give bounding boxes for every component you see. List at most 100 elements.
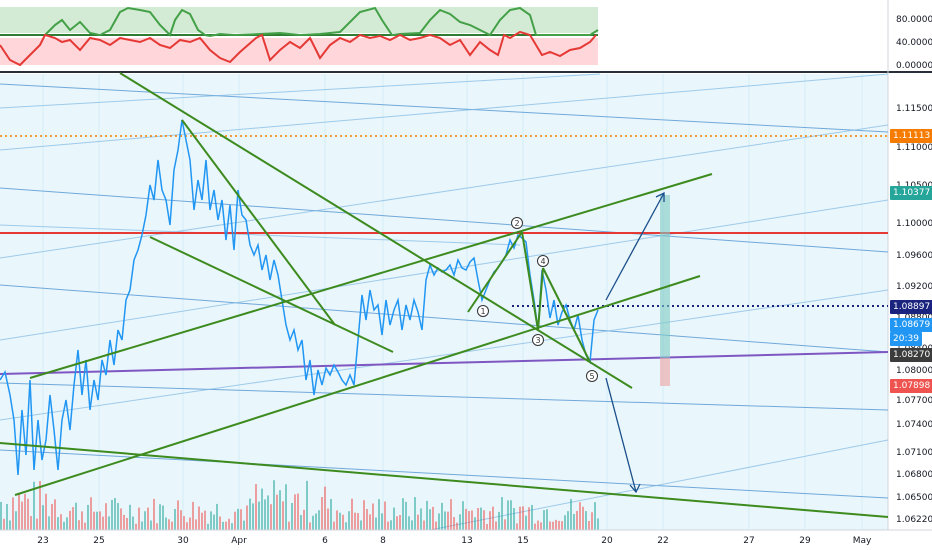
volume-bar (249, 498, 251, 530)
price-tick-label: 1.11500 (896, 104, 932, 114)
volume-bar (405, 501, 407, 530)
wave-label-circle (532, 334, 544, 346)
volume-bar (456, 522, 458, 530)
price-tick-label: 1.11000 (896, 143, 932, 153)
volume-bar (468, 511, 470, 530)
volume-bar (309, 522, 311, 530)
volume-bar (462, 501, 464, 530)
volume-bar (6, 504, 8, 530)
volume-bar (30, 516, 32, 530)
volume-bar (288, 521, 290, 530)
wave-label: 4 (540, 257, 545, 266)
stop-zone-box[interactable] (660, 358, 670, 386)
volume-bar (183, 516, 185, 530)
target-zone-box[interactable] (660, 195, 670, 358)
volume-bar (135, 523, 137, 530)
volume-bar (168, 519, 170, 530)
projection-arrows[interactable] (605, 191, 665, 494)
volume-bar (489, 511, 491, 530)
volume-bar (453, 517, 455, 530)
price-tick-label: 1.09600 (896, 251, 932, 261)
volume-bar (420, 508, 422, 530)
volume-bar (39, 480, 41, 530)
price-tag: 1.11113 (890, 129, 932, 143)
horizontal-support-line[interactable] (0, 351, 889, 375)
volume-bar (186, 522, 188, 530)
trendlines[interactable] (0, 72, 889, 518)
volume-bar (303, 509, 305, 530)
price-tick-label: 1.10000 (896, 219, 932, 229)
volume-bar (267, 495, 269, 530)
wave-label: 1 (480, 307, 485, 316)
volume-bar (480, 507, 482, 530)
volume-bar (579, 502, 581, 530)
volume-bar (3, 518, 5, 530)
time-tick-label: 25 (93, 536, 104, 546)
volume-bar (306, 480, 308, 530)
time-tick-label: 23 (37, 536, 48, 546)
volume-bar (228, 518, 230, 530)
volume-bar (171, 521, 173, 530)
volume-bar (594, 502, 596, 530)
volume-bar (51, 503, 53, 530)
volume-bar (177, 500, 179, 530)
volume-bar (363, 500, 365, 530)
time-tick-label: 6 (322, 536, 328, 546)
wave-label-circle (511, 217, 523, 229)
volume-bar (210, 511, 212, 530)
price-tick-label: 1.09200 (896, 282, 932, 292)
volume-bar (99, 511, 101, 530)
volume-bar (507, 500, 509, 530)
volume-bar (207, 523, 209, 530)
volume-bar (126, 517, 128, 530)
volume-bar (540, 522, 542, 530)
volume-bar (204, 510, 206, 530)
volume-bar (318, 510, 320, 530)
price-pane (0, 74, 888, 530)
volume-bar (231, 523, 233, 530)
volume-bar (243, 520, 245, 530)
volume-bar (72, 507, 74, 530)
price-axis[interactable]: 1.115001.110001.105001.100001.096001.092… (896, 104, 932, 525)
volume-bar (258, 501, 260, 530)
volume-bar (525, 515, 527, 530)
volume-bar (390, 520, 392, 530)
volume-bar (114, 498, 116, 530)
price-tag: 1.08897 (890, 300, 932, 314)
oscillator-upper-zone (0, 7, 598, 33)
volume-bar (483, 510, 485, 530)
volume-bar (102, 516, 104, 530)
volume-bar (510, 500, 512, 530)
time-axis[interactable]: 23 25 30 Apr 6 8 13 15 20 22 27 29 May (37, 536, 872, 546)
volume-bar (312, 515, 314, 530)
volume-bar (555, 519, 557, 530)
volume-bar (12, 497, 14, 530)
oscillator-fast-line (44, 6, 599, 38)
volume-bar (237, 508, 239, 530)
volume-bar (573, 513, 575, 530)
volume-bar (291, 502, 293, 530)
volume-bar (213, 514, 215, 530)
volume-bar (21, 501, 23, 530)
volume-bar (294, 494, 296, 530)
volume-bar (372, 503, 374, 530)
volume-bar (591, 512, 593, 530)
fan-lines[interactable] (0, 73, 889, 531)
volume-bar (315, 513, 317, 530)
volume-bar (339, 512, 341, 530)
volume-bar (225, 521, 227, 530)
volume-bar (396, 516, 398, 530)
volume-bar (45, 493, 47, 530)
volume-bar (408, 516, 410, 530)
volume-bar (321, 497, 323, 530)
volume-bar (153, 498, 155, 530)
wave-label-circle (586, 370, 598, 382)
volume-bar (27, 498, 29, 530)
volume-bar (96, 511, 98, 530)
volume-bar (9, 520, 11, 530)
volume-bar (240, 509, 242, 530)
volume-bar (60, 514, 62, 530)
volume-bar (66, 517, 68, 530)
volume-bar (273, 480, 275, 530)
